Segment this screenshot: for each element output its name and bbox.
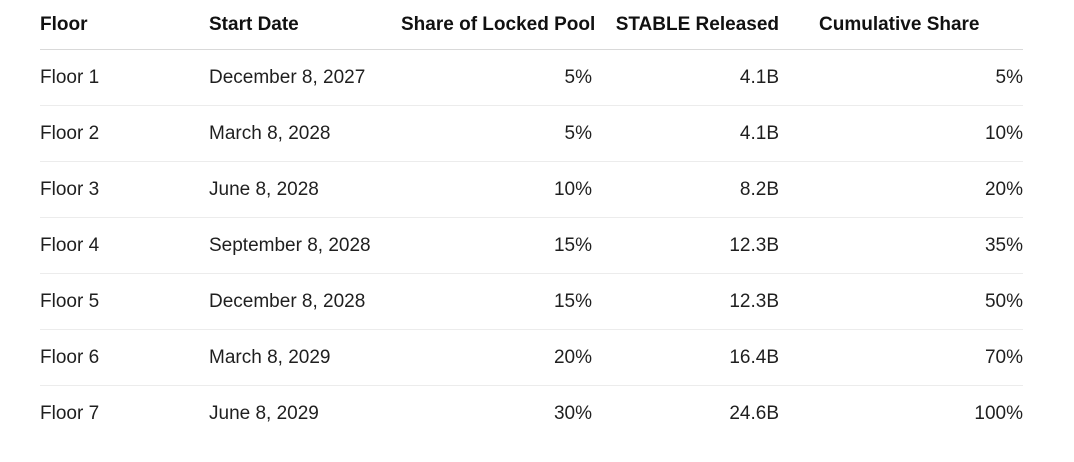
cell-share: 30% (553, 402, 592, 424)
table-row: Floor 7 June 8, 2029 30% 24.6B 100% (40, 386, 1023, 442)
cell-cumulative-share: 70% (779, 329, 1023, 386)
cell-start-date: March 8, 2028 (209, 105, 401, 162)
cell-cumulative-share: 10% (779, 105, 1023, 162)
cell-start-date: September 8, 2028 (209, 217, 401, 274)
cell-share: 5% (401, 49, 592, 106)
table-header-row: Floor Start Date Share of Locked Pool ST… (40, 0, 1023, 50)
cell-floor: Floor 2 (40, 105, 209, 162)
cell-share: 5% (401, 105, 592, 162)
header-share-of-locked-pool: Share of Locked Pool (401, 0, 595, 50)
table-row: Floor 3 June 8, 2028 10% 8.2B 20% (40, 161, 1023, 218)
table-row: Floor 1 December 8, 2027 5% 4.1B 5% (40, 49, 1023, 106)
cell-share: 20% (401, 329, 592, 386)
release-schedule-table-wrap: Floor Start Date Share of Locked Pool ST… (40, 0, 1023, 441)
cell-cumulative-share: 50% (779, 273, 1023, 330)
cell-floor: Floor 1 (40, 49, 209, 106)
cell-start-date: December 8, 2028 (209, 273, 401, 330)
cell-share: 15% (401, 217, 592, 274)
cell-start-date: December 8, 2027 (209, 49, 401, 106)
cell-start-date: June 8, 2029 (209, 402, 319, 424)
release-schedule-table: Floor Start Date Share of Locked Pool ST… (40, 0, 1023, 441)
cell-stable-released: 8.2B (592, 161, 779, 218)
cell-floor: Floor 7 (40, 402, 100, 424)
header-floor: Floor (40, 0, 209, 50)
header-cumulative-share: Cumulative Share (779, 0, 1023, 50)
header-start-date: Start Date (209, 0, 401, 50)
cell-stable-released: 24.6B (729, 402, 779, 424)
cell-cumulative-share: 35% (779, 217, 1023, 274)
table-row: Floor 2 March 8, 2028 5% 4.1B 10% (40, 105, 1023, 162)
cell-stable-released: 4.1B (592, 49, 779, 106)
cell-start-date: June 8, 2028 (209, 161, 401, 218)
table-row: Floor 5 December 8, 2028 15% 12.3B 50% (40, 273, 1023, 330)
cell-share: 10% (401, 161, 592, 218)
cell-cumulative-share: 100% (974, 402, 1023, 424)
table-row: Floor 4 September 8, 2028 15% 12.3B 35% (40, 217, 1023, 274)
cell-cumulative-share: 20% (779, 161, 1023, 218)
cell-cumulative-share: 5% (779, 49, 1023, 106)
table-row: Floor 6 March 8, 2029 20% 16.4B 70% (40, 329, 1023, 386)
cell-share: 15% (401, 273, 592, 330)
cell-stable-released: 12.3B (592, 217, 779, 274)
cell-floor: Floor 5 (40, 273, 209, 330)
cell-stable-released: 4.1B (592, 105, 779, 162)
cell-floor: Floor 3 (40, 161, 209, 218)
cell-stable-released: 12.3B (592, 273, 779, 330)
cell-stable-released: 16.4B (592, 329, 779, 386)
cell-floor: Floor 4 (40, 217, 209, 274)
header-stable-released: STABLE Released (592, 0, 779, 50)
cell-floor: Floor 6 (40, 329, 209, 386)
cell-start-date: March 8, 2029 (209, 329, 401, 386)
